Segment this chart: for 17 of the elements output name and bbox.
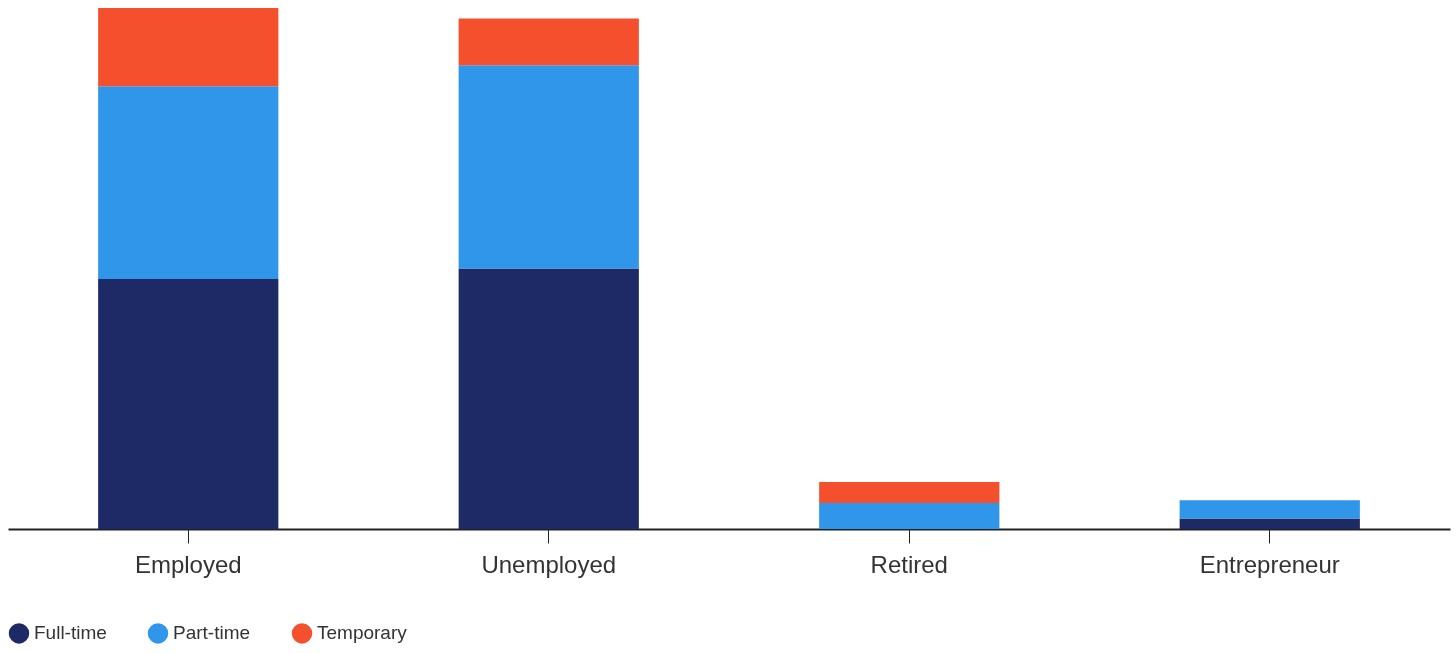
bar [458,65,639,269]
bar [819,502,1000,529]
legend-label: Part-time [173,622,251,644]
bar [98,86,279,279]
bar [1179,518,1360,529]
legend-label: Full-time [34,622,107,644]
bar [819,482,1000,503]
x-tick-label: Retired [870,550,948,578]
legend-label: Temporary [317,622,408,644]
x-tick-label: Employed [134,550,242,578]
bar [458,268,639,529]
bar [98,8,279,87]
bar [98,278,279,529]
bar [1179,500,1360,519]
bar [458,18,639,66]
x-tick-label: Unemployed [481,550,617,578]
x-tick-label: Entrepreneur [1199,550,1340,578]
